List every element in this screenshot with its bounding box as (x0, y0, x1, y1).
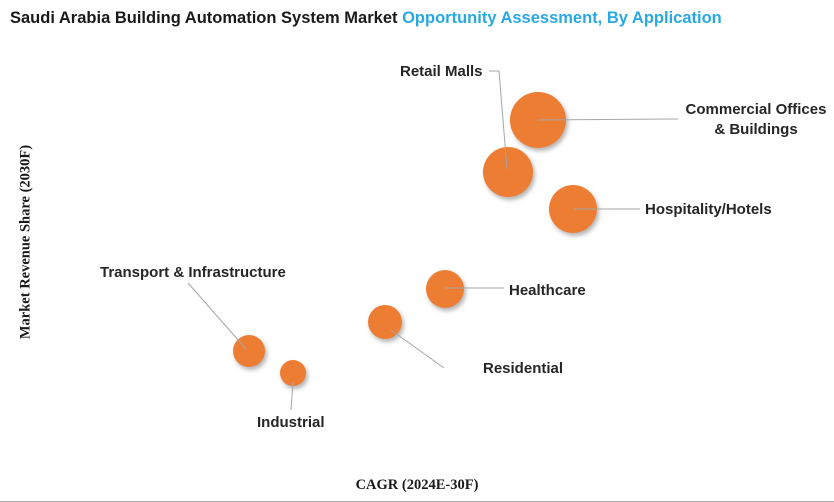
leader-line-residential (390, 329, 445, 369)
bubble-label-commercial-offices-buildings: Commercial Offices & Buildings (685, 101, 827, 138)
bubbles-layer (233, 92, 597, 386)
bubble-label-hospitality-hotels: Hospitality/Hotels (645, 201, 772, 218)
bubble-label-transport-infrastructure: Transport & Infrastructure (100, 264, 286, 281)
leader-line-industrial (290, 381, 294, 411)
chart-title: Saudi Arabia Building Automation System … (10, 9, 722, 28)
leader-line-transport-infrastructure (187, 282, 247, 350)
bubble-label-healthcare: Healthcare (509, 282, 586, 299)
leader-line-retail-malls (489, 70, 508, 170)
leader-line-commercial-offices-buildings (537, 118, 679, 121)
bubble-label-industrial: Industrial (257, 414, 325, 431)
bubble-healthcare (426, 270, 464, 308)
bubble-residential (368, 305, 402, 339)
bubble-label-retail-malls: Retail Malls (400, 63, 483, 80)
chart-title-main: Saudi Arabia Building Automation System … (10, 9, 403, 27)
chart-title-accent: Opportunity Assessment, By Application (402, 9, 722, 27)
y-axis-label: Market Revenue Share (2030F) (17, 144, 34, 340)
bubble-industrial (280, 360, 306, 386)
leader-lines-layer (187, 70, 679, 411)
bubble-retail-malls (483, 147, 533, 197)
bubble-label-residential: Residential (483, 360, 564, 377)
x-axis-label: CAGR (2024E-30F) (355, 477, 479, 493)
